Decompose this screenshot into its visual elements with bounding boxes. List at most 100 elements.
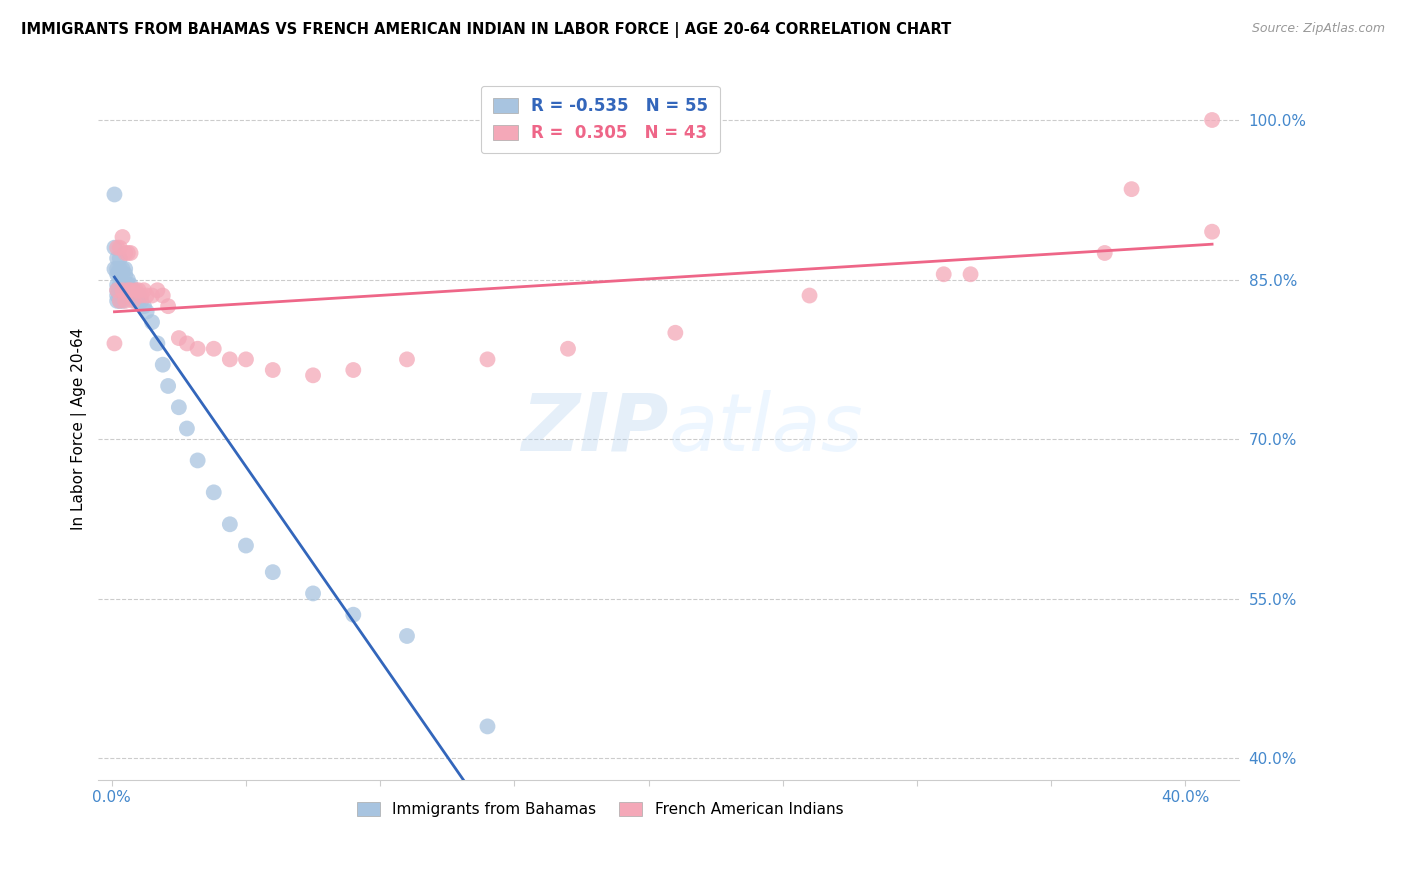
Point	[557, 342, 579, 356]
Text: IMMIGRANTS FROM BAHAMAS VS FRENCH AMERICAN INDIAN IN LABOR FORCE | AGE 20-64 COR: IMMIGRANTS FROM BAHAMAS VS FRENCH AMERIC…	[21, 22, 952, 38]
Point	[105, 283, 128, 297]
Text: atlas: atlas	[669, 390, 863, 467]
Point	[202, 485, 225, 500]
Point	[114, 277, 136, 292]
Point	[167, 401, 190, 415]
Point	[117, 288, 139, 302]
Point	[108, 267, 131, 281]
Point	[135, 288, 157, 302]
Point	[129, 288, 152, 302]
Point	[128, 288, 150, 302]
Point	[117, 283, 139, 297]
Point	[1121, 182, 1143, 196]
Point	[477, 352, 499, 367]
Point	[132, 283, 155, 297]
Point	[122, 283, 145, 297]
Point	[111, 283, 134, 297]
Point	[111, 267, 134, 281]
Point	[395, 352, 418, 367]
Point	[799, 288, 821, 302]
Point	[111, 293, 134, 308]
Point	[105, 262, 128, 277]
Point	[114, 246, 136, 260]
Point	[111, 277, 134, 292]
Point	[108, 262, 131, 277]
Point	[202, 342, 225, 356]
Point	[235, 539, 257, 553]
Point	[120, 288, 142, 302]
Point	[141, 315, 163, 329]
Point	[218, 352, 240, 367]
Point	[235, 352, 257, 367]
Point	[105, 252, 128, 266]
Point	[218, 517, 240, 532]
Point	[187, 342, 209, 356]
Point	[176, 336, 198, 351]
Point	[262, 565, 284, 579]
Point	[117, 246, 139, 260]
Legend: Immigrants from Bahamas, French American Indians: Immigrants from Bahamas, French American…	[350, 794, 851, 824]
Point	[128, 293, 150, 308]
Point	[108, 293, 131, 308]
Point	[125, 293, 148, 308]
Point	[108, 241, 131, 255]
Point	[152, 288, 174, 302]
Point	[103, 241, 125, 255]
Point	[1094, 246, 1116, 260]
Point	[187, 453, 209, 467]
Point	[135, 304, 157, 318]
Point	[932, 267, 955, 281]
Point	[103, 262, 125, 277]
Point	[108, 293, 131, 308]
Point	[108, 277, 131, 292]
Point	[105, 293, 128, 308]
Point	[117, 277, 139, 292]
Point	[114, 262, 136, 277]
Point	[302, 368, 325, 383]
Point	[167, 331, 190, 345]
Point	[114, 293, 136, 308]
Point	[176, 421, 198, 435]
Point	[114, 288, 136, 302]
Point	[146, 336, 169, 351]
Point	[342, 363, 364, 377]
Point	[108, 252, 131, 266]
Point	[302, 586, 325, 600]
Point	[477, 719, 499, 733]
Point	[342, 607, 364, 622]
Point	[108, 288, 131, 302]
Point	[120, 277, 142, 292]
Point	[105, 277, 128, 292]
Point	[105, 267, 128, 281]
Point	[132, 299, 155, 313]
Point	[114, 267, 136, 281]
Point	[146, 283, 169, 297]
Point	[129, 293, 152, 308]
Point	[395, 629, 418, 643]
Point	[1201, 225, 1223, 239]
Point	[122, 288, 145, 302]
Point	[111, 283, 134, 297]
Point	[141, 288, 163, 302]
Point	[125, 283, 148, 297]
Point	[1201, 113, 1223, 128]
Point	[105, 241, 128, 255]
Point	[103, 336, 125, 351]
Point	[959, 267, 981, 281]
Point	[105, 283, 128, 297]
Point	[157, 379, 180, 393]
Point	[111, 230, 134, 244]
Point	[125, 288, 148, 302]
Point	[105, 288, 128, 302]
Y-axis label: In Labor Force | Age 20-64: In Labor Force | Age 20-64	[72, 327, 87, 530]
Text: ZIP: ZIP	[522, 390, 669, 467]
Point	[122, 293, 145, 308]
Text: Source: ZipAtlas.com: Source: ZipAtlas.com	[1251, 22, 1385, 36]
Point	[111, 262, 134, 277]
Point	[103, 187, 125, 202]
Point	[120, 283, 142, 297]
Point	[117, 272, 139, 286]
Point	[128, 283, 150, 297]
Point	[108, 283, 131, 297]
Point	[262, 363, 284, 377]
